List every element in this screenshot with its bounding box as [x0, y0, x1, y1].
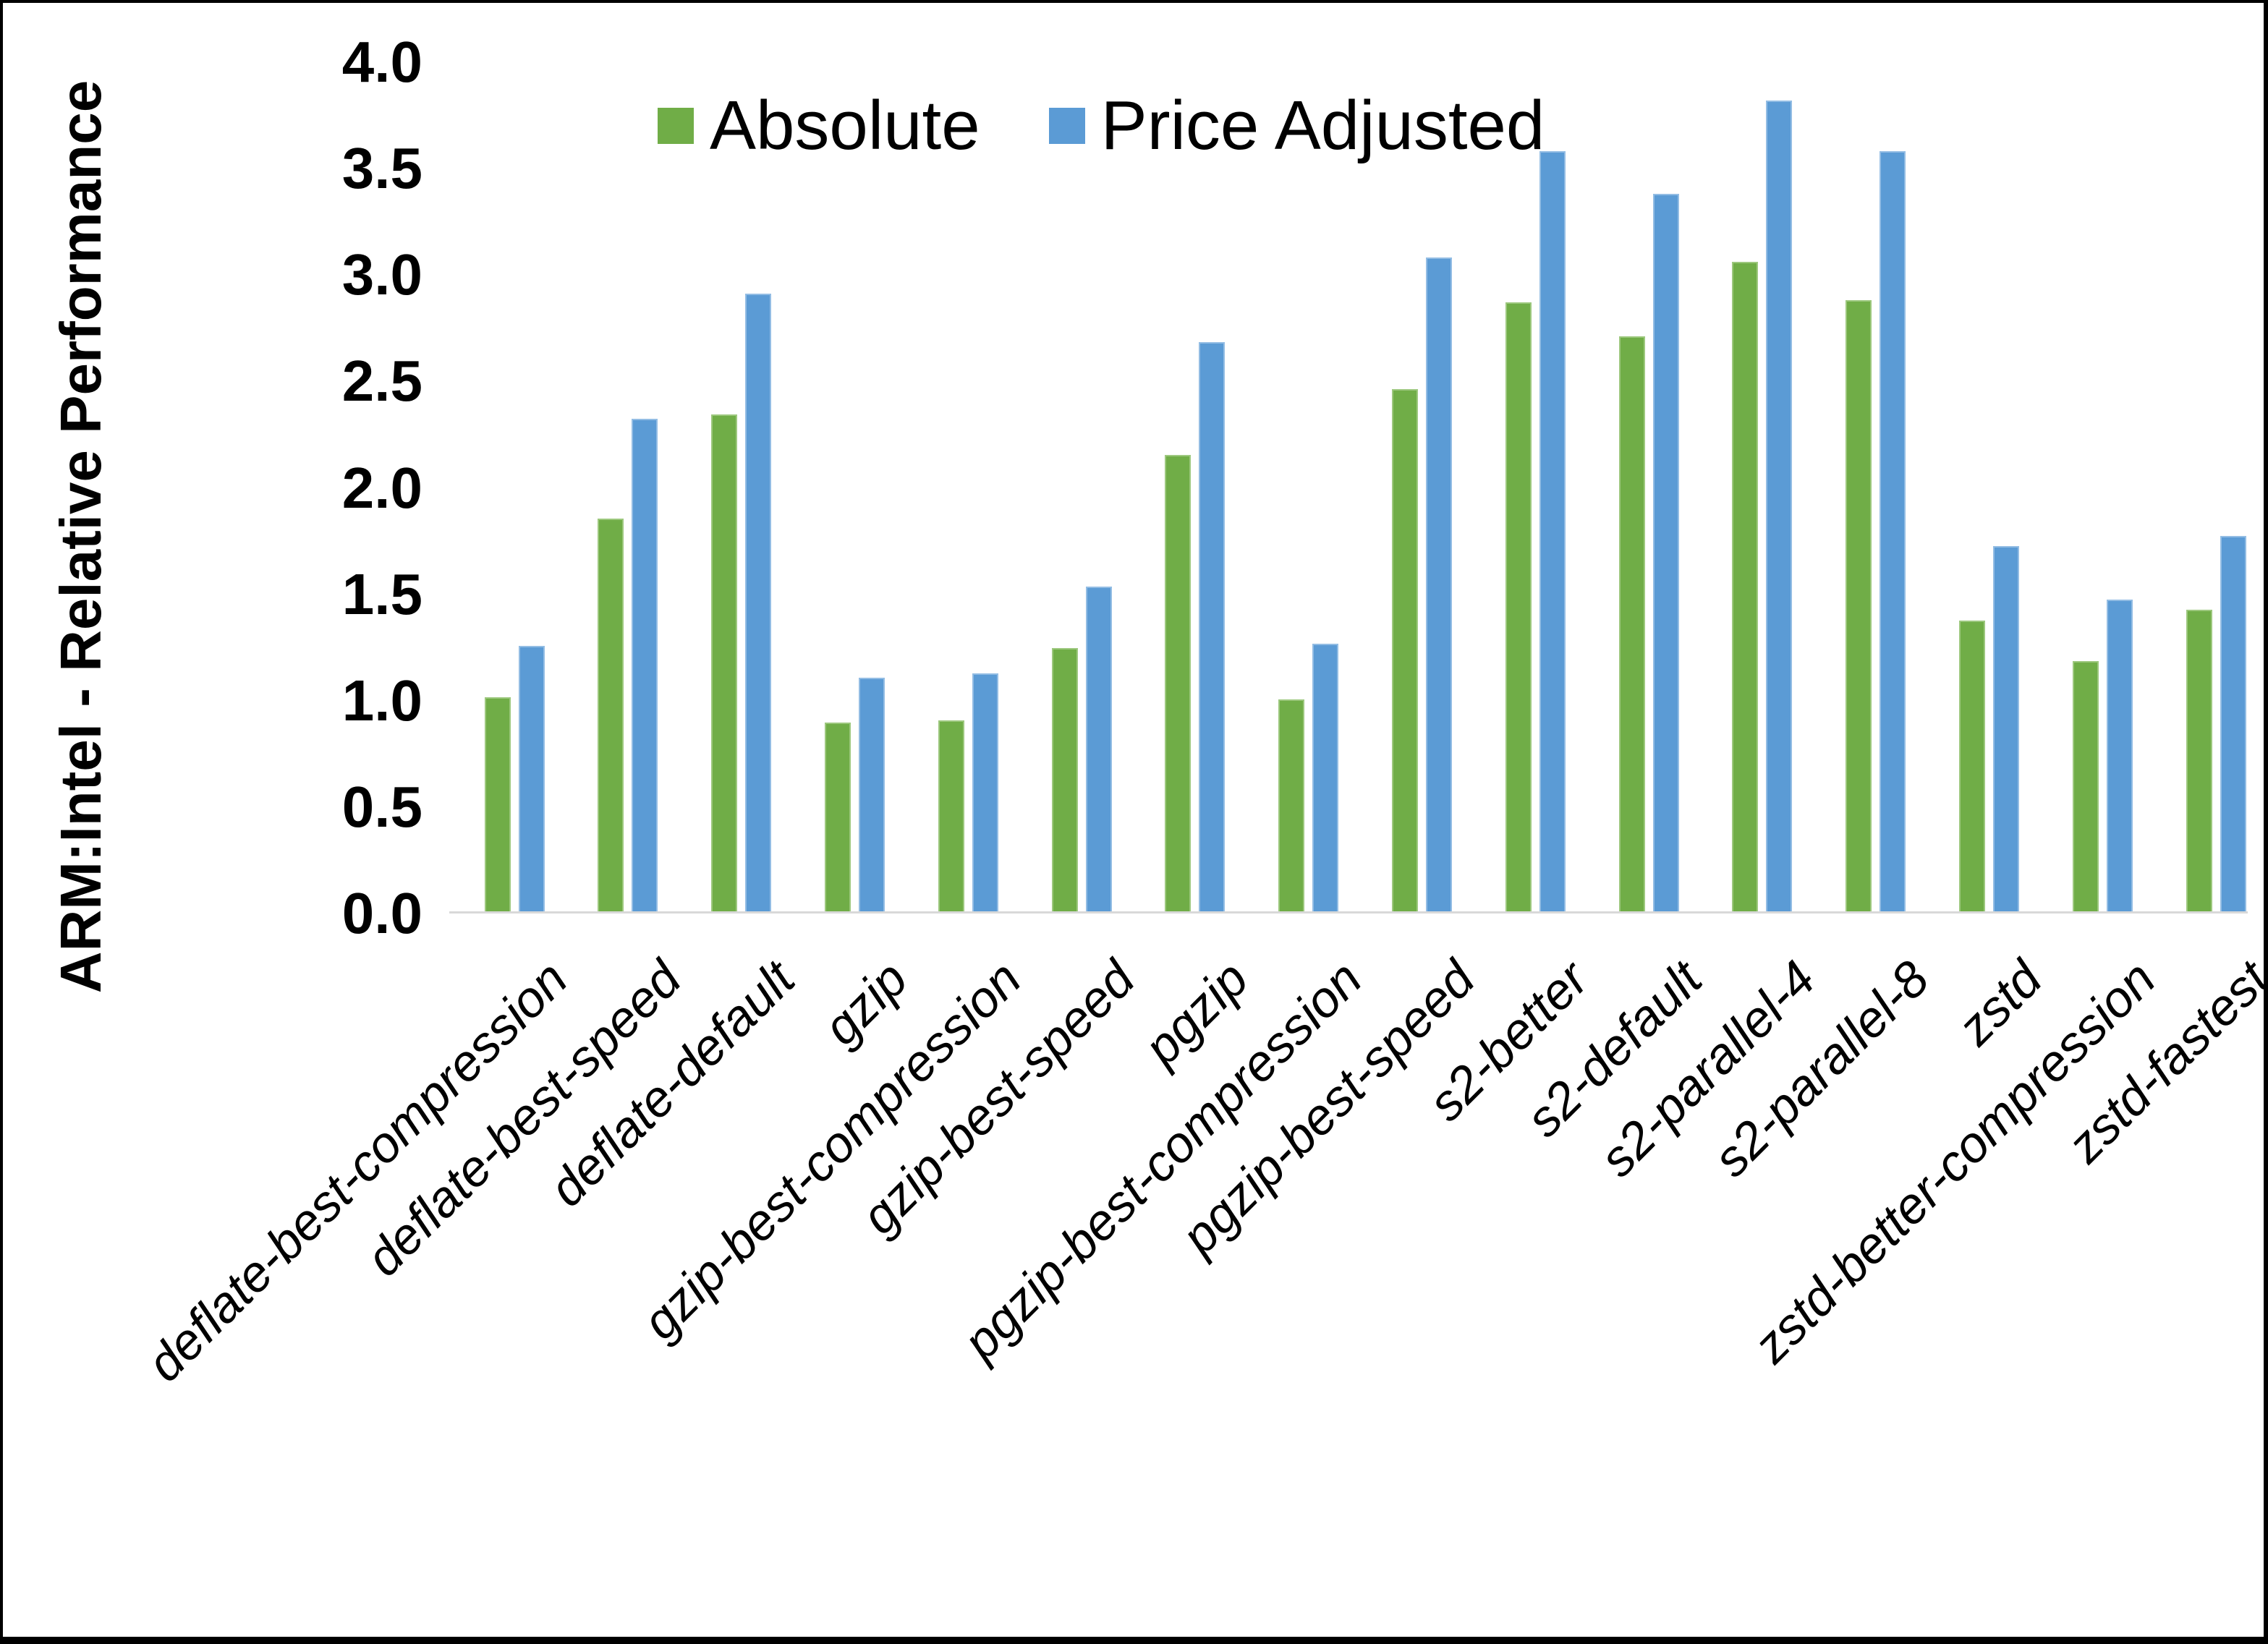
legend-item-price-adjusted: Price Adjusted: [1048, 87, 1545, 164]
legend-swatch-absolute-icon: [658, 108, 694, 144]
bar-price-adjusted-deflate-best-compression: [518, 646, 545, 911]
y-tick-label-0.0: 0.0: [341, 881, 422, 945]
bar-absolute-zstd: [1958, 620, 1985, 911]
bar-absolute-gzip-best-compression: [938, 720, 964, 911]
y-tick-label-4.0: 4.0: [341, 30, 422, 94]
plot-area: [449, 62, 2248, 913]
bar-price-adjusted-s2-parallel-4: [1766, 100, 1793, 911]
y-tick-label-2.0: 2.0: [341, 455, 422, 520]
bar-absolute-s2-parallel-4: [1732, 261, 1759, 911]
bar-absolute-s2-default: [1618, 336, 1645, 911]
bar-price-adjusted-zstd: [1992, 546, 2019, 911]
bar-absolute-s2-better: [1505, 302, 1532, 911]
bar-price-adjusted-pgzip-best-compression: [1312, 644, 1339, 911]
bar-price-adjusted-s2-parallel-8: [1880, 151, 1906, 911]
y-tick-label-3.5: 3.5: [341, 136, 422, 201]
bar-absolute-deflate-default: [711, 414, 738, 911]
y-tick-label-0.5: 0.5: [341, 774, 422, 839]
y-axis-title: ARM:Intel - Relative Performance: [48, 80, 113, 994]
legend-label-price-adjusted: Price Adjusted: [1100, 87, 1545, 164]
y-tick-label-3.0: 3.0: [341, 242, 422, 307]
bar-price-adjusted-pgzip-best-speed: [1425, 257, 1452, 911]
bar-price-adjusted-pgzip: [1199, 342, 1226, 911]
legend-swatch-price-adjusted-icon: [1048, 108, 1085, 144]
bar-absolute-zstd-better-compression: [2072, 660, 2099, 911]
bar-absolute-deflate-best-speed: [598, 519, 624, 911]
bar-price-adjusted-deflate-best-speed: [632, 419, 658, 911]
legend-item-absolute: Absolute: [658, 88, 980, 163]
bar-absolute-pgzip: [1165, 454, 1192, 911]
y-tick-label-2.5: 2.5: [341, 349, 422, 414]
bar-absolute-deflate-best-compression: [484, 697, 511, 911]
bar-price-adjusted-deflate-default: [745, 293, 772, 911]
legend: Absolute Price Adjusted: [658, 88, 1545, 163]
bar-absolute-gzip-best-speed: [1051, 648, 1078, 911]
bar-absolute-zstd-fastest: [2186, 610, 2212, 911]
bar-absolute-pgzip-best-speed: [1391, 389, 1418, 911]
y-tick-label-1.0: 1.0: [341, 668, 422, 733]
bar-price-adjusted-zstd-better-compression: [2106, 599, 2133, 911]
bar-absolute-s2-parallel-8: [1846, 299, 1872, 911]
bar-price-adjusted-zstd-fastest: [2220, 535, 2246, 911]
bar-absolute-pgzip-best-compression: [1278, 699, 1305, 911]
bar-price-adjusted-gzip-best-compression: [972, 673, 998, 911]
bar-price-adjusted-s2-default: [1652, 193, 1679, 911]
bar-price-adjusted-gzip: [858, 678, 885, 911]
legend-label-absolute: Absolute: [710, 87, 980, 164]
y-tick-label-1.5: 1.5: [341, 561, 422, 626]
bar-price-adjusted-gzip-best-speed: [1085, 586, 1112, 911]
bar-absolute-gzip: [824, 722, 851, 911]
bar-price-adjusted-s2-better: [1539, 151, 1566, 911]
